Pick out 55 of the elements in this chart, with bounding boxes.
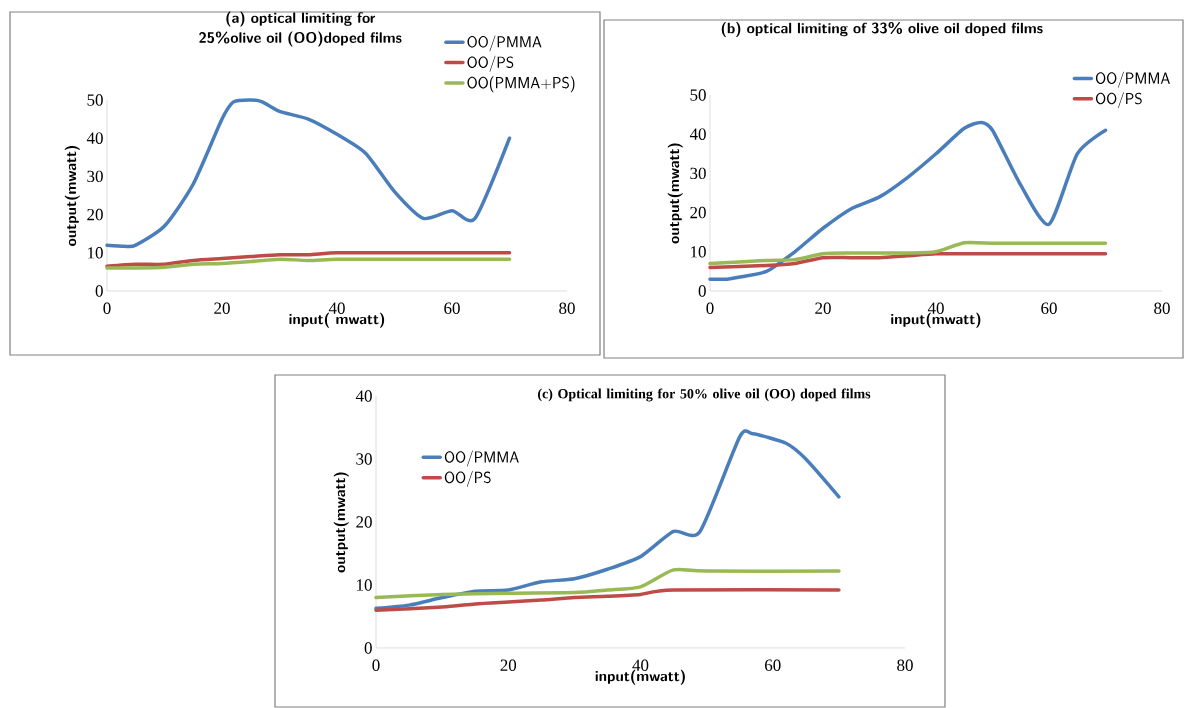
line-series [105, 250, 512, 268]
line-series [374, 588, 841, 612]
x-tick-label: 0 [372, 659, 380, 671]
y-tick-label: 0 [364, 642, 372, 654]
x-tick-label: 0 [706, 302, 714, 314]
y-tick-label: 10 [691, 246, 706, 258]
x-tick-label: 80 [897, 659, 913, 671]
x-tick-label: 40 [632, 659, 649, 671]
y-tick-label: 20 [356, 516, 372, 528]
line-series [708, 240, 1108, 266]
legend-label: OO/PS [1095, 92, 1142, 109]
x-axis-title: input(mwatt) [595, 669, 685, 685]
y-tick-label: 40 [689, 128, 706, 140]
y-axis-title: output(mwatt) [64, 145, 80, 246]
legend-label: OO/PS [444, 470, 491, 487]
y-tick-label: 40 [86, 132, 103, 144]
legend-label: OO/PMMA [444, 450, 519, 467]
x-tick-label: 0 [103, 302, 111, 314]
line-series [708, 251, 1108, 270]
y-tick-label: 20 [690, 206, 706, 219]
line-series [708, 120, 1108, 282]
y-tick-label: 0 [95, 285, 103, 297]
chart-title: (a) optical limiting for 25%olive oil (OO)doped films [199, 11, 402, 47]
x-tick-label: 80 [1154, 302, 1170, 314]
y-tick-label: 40 [355, 390, 372, 402]
x-axis-title: input(mwatt) [891, 312, 981, 328]
legend-label: OO/PMMA [467, 35, 542, 52]
line-series [105, 257, 512, 270]
y-tick-label: 10 [88, 247, 103, 259]
x-tick-label: 40 [927, 302, 944, 314]
chart-title: (c) Optical limiting for 50% olive oil (OO) doped films [538, 388, 871, 402]
y-tick-label: 10 [357, 579, 372, 591]
y-tick-label: 30 [356, 453, 372, 465]
y-tick-label: 30 [690, 167, 706, 180]
legend-label: OO/PS [467, 55, 514, 72]
y-tick-label: 50 [87, 94, 103, 106]
line-series [374, 567, 841, 600]
x-tick-label: 40 [328, 302, 345, 314]
y-axis-title: output(mwatt) [667, 143, 683, 244]
line-series [105, 98, 512, 249]
x-tick-label: 60 [444, 302, 460, 314]
chart-title: (b) optical limiting of 33% olive oil doped films [721, 21, 1043, 37]
x-tick-label: 60 [1041, 302, 1057, 314]
x-tick-label: 80 [559, 302, 575, 314]
y-axis-title: output(mwatt) [333, 472, 349, 573]
y-tick-label: 50 [690, 89, 706, 101]
y-tick-label: 20 [87, 208, 103, 221]
x-tick-label: 20 [815, 302, 831, 314]
x-tick-label: 20 [214, 302, 230, 314]
x-tick-label: 60 [765, 659, 781, 671]
legend-label: OO(PMMA+PS) [467, 76, 575, 93]
legend-label: OO/PMMA [1095, 71, 1170, 88]
y-tick-label: 0 [698, 285, 706, 297]
x-tick-label: 20 [500, 659, 517, 671]
y-tick-label: 30 [87, 170, 103, 183]
